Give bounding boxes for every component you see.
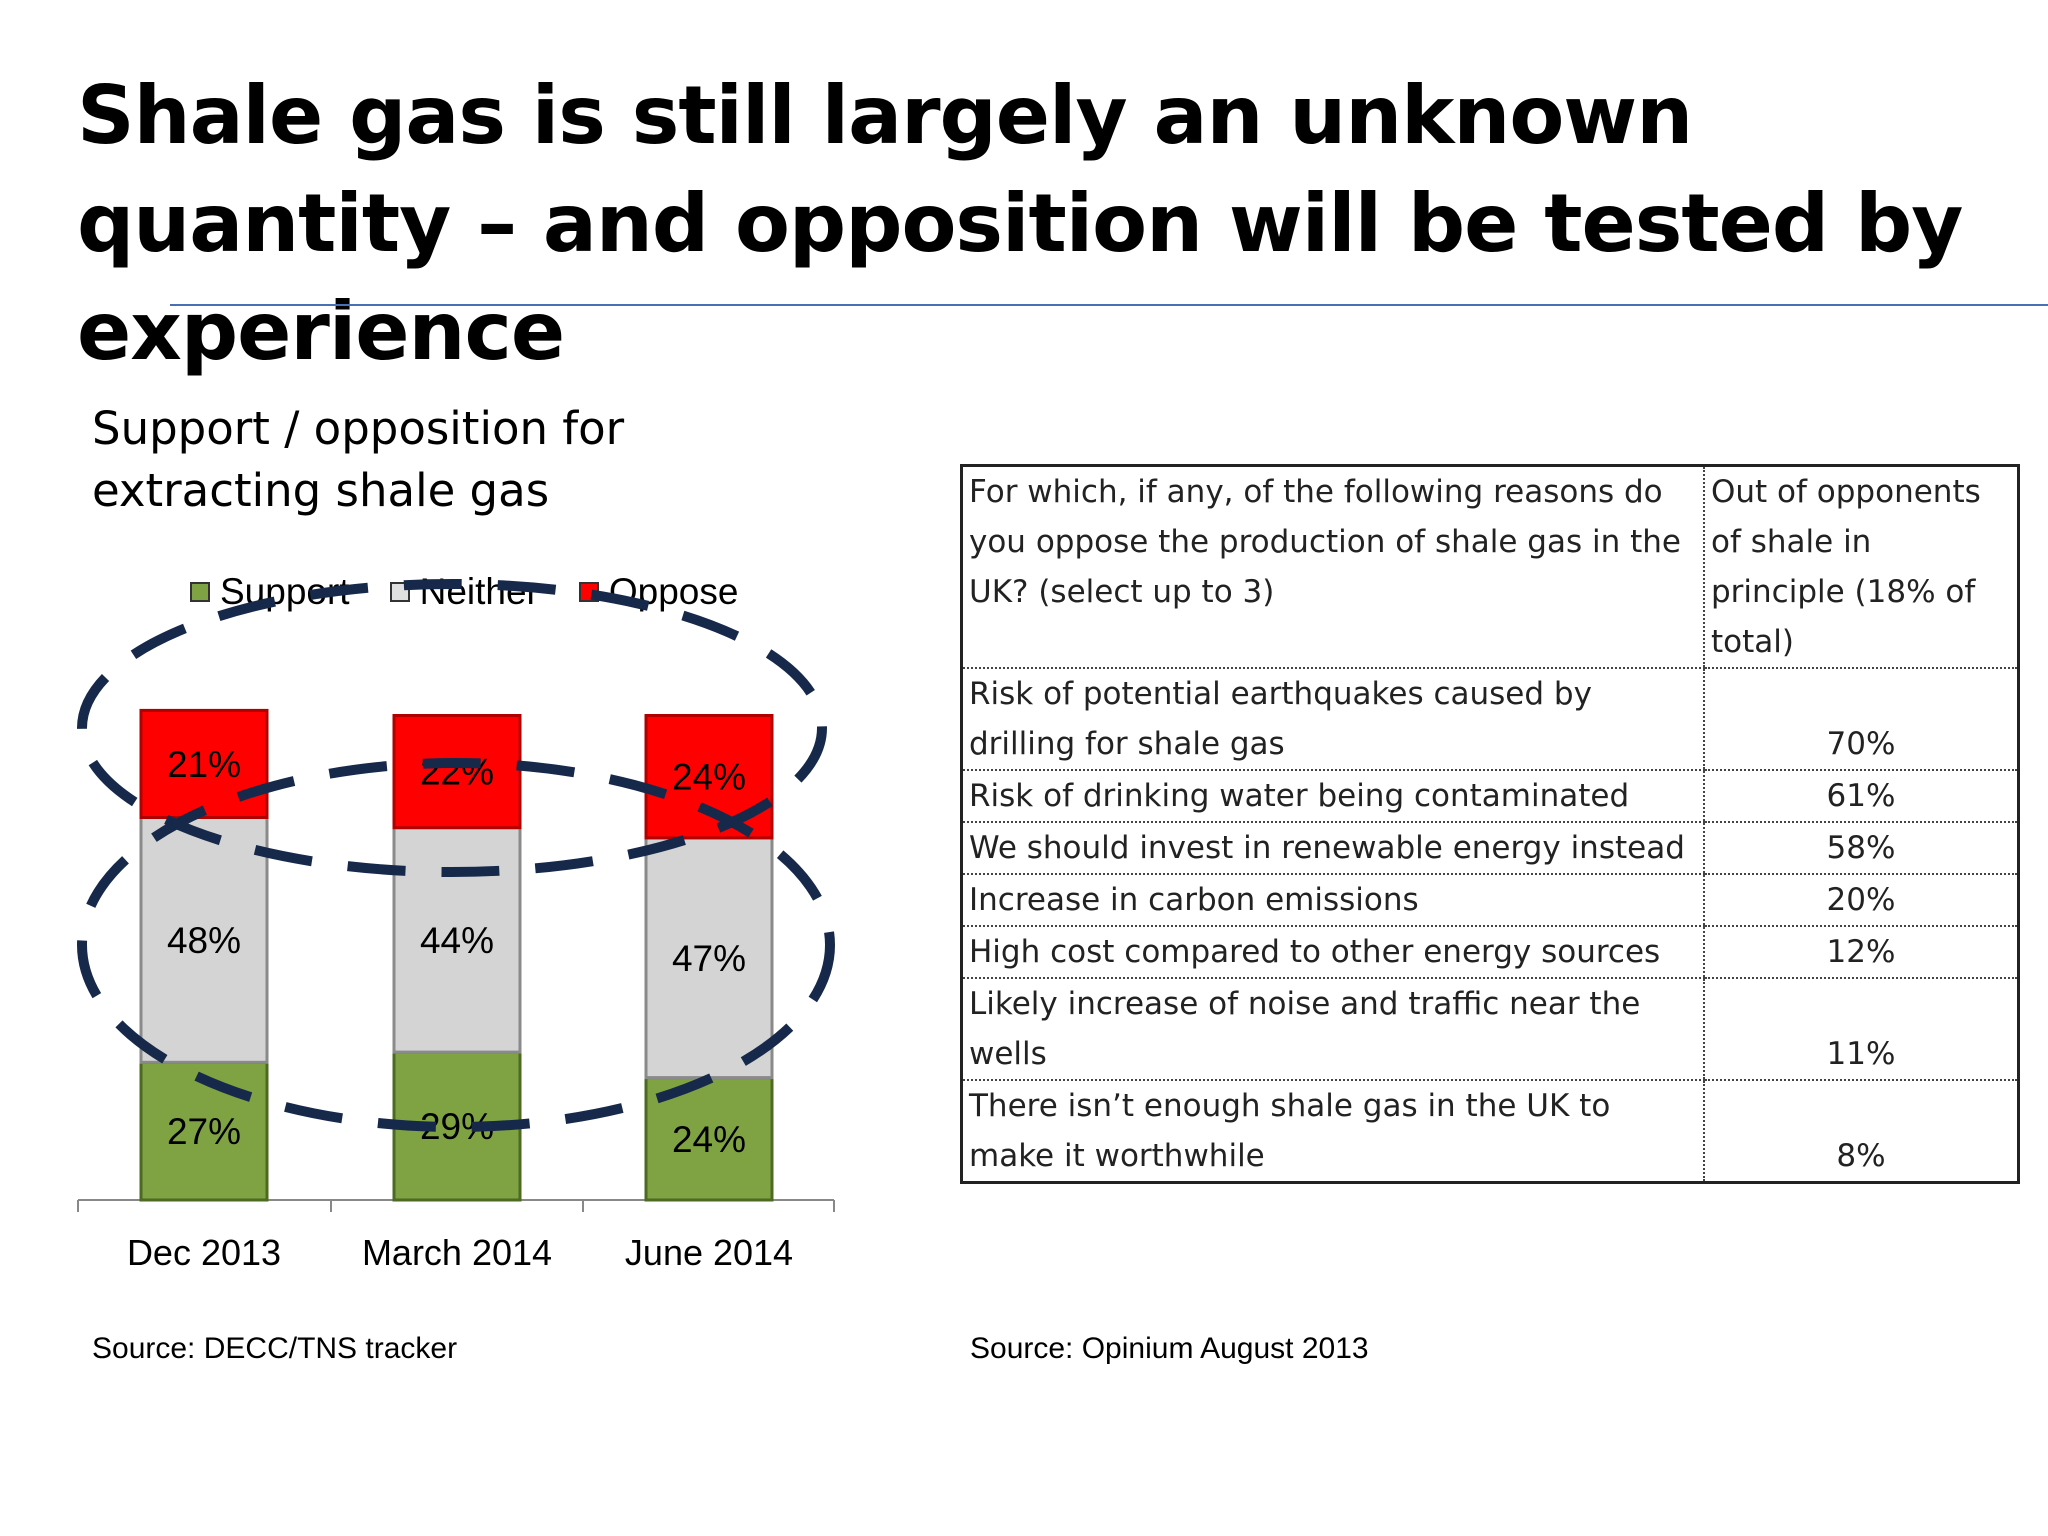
bar-oppose-0 — [139, 708, 269, 820]
legend-label-neither: Neither — [419, 571, 539, 612]
bar-support-2 — [644, 1076, 774, 1202]
bar-neither-0 — [139, 816, 269, 1064]
table-cell-value: 70% — [1703, 668, 2019, 771]
table-row: We should invest in renewable energy ins… — [961, 822, 2019, 875]
data-label-oppose-0: 21% — [167, 744, 241, 785]
legend-oppose: Oppose — [578, 571, 739, 613]
table-row: High cost compared to other energy sourc… — [961, 926, 2019, 979]
reasons-table: For which, if any, of the following reas… — [960, 464, 2020, 1184]
table-cell-reason: Likely increase of noise and traffic nea… — [961, 978, 1704, 1081]
data-label-neither-2: 47% — [672, 938, 746, 979]
table-row: There isn’t enough shale gas in the UK t… — [962, 1080, 2019, 1183]
table-cell-value: 11% — [1703, 978, 2019, 1081]
legend-support: Support — [190, 571, 350, 613]
table-cell-reason: Increase in carbon emissions — [961, 874, 1704, 927]
data-label-support-0: 27% — [167, 1111, 241, 1152]
bar-neither-2 — [644, 836, 774, 1080]
table-header-question: For which, if any, of the following reas… — [961, 465, 1704, 669]
bar-support-1 — [392, 1050, 522, 1202]
table-header-base: Out of opponents of shale in principle (… — [1703, 465, 2019, 669]
legend-swatch-oppose — [578, 582, 599, 602]
legend-swatch-support — [190, 582, 210, 602]
x-tick-label-2: June 2014 — [625, 1232, 793, 1273]
data-label-support-2: 24% — [672, 1119, 746, 1160]
table-cell-value: 20% — [1703, 874, 2019, 927]
table-row: Increase in carbon emissions 20% — [961, 874, 2019, 927]
table-row: Risk of drinking water being contaminate… — [961, 770, 2019, 823]
table-cell-reason: Risk of potential earthquakes caused by … — [961, 668, 1704, 771]
oppose-highlight-ellipse — [77, 579, 827, 877]
table-row: Likely increase of noise and traffic nea… — [961, 978, 2019, 1081]
table-cell-reason: Risk of drinking water being contaminate… — [961, 770, 1704, 823]
legend-swatch-neither — [389, 582, 410, 602]
table-cell-reason: We should invest in renewable energy ins… — [961, 822, 1704, 875]
legend-label-support: Support — [220, 571, 350, 612]
slide-title: Shale gas is still largely an unknown qu… — [77, 69, 1963, 378]
data-label-oppose-2: 24% — [672, 757, 746, 798]
chart-source: Source: DECC/TNS tracker — [92, 1332, 458, 1365]
data-label-support-1: 29% — [420, 1106, 494, 1147]
data-label-neither-0: 48% — [167, 920, 241, 961]
bar-oppose-2 — [644, 714, 774, 840]
neither-highlight-ellipse — [77, 758, 835, 1132]
bar-neither-1 — [392, 826, 522, 1054]
legend-neither: Neither — [389, 571, 539, 613]
data-label-oppose-1: 22% — [420, 752, 494, 793]
table-cell-value: 12% — [1703, 926, 2019, 979]
legend-label-oppose: Oppose — [608, 571, 739, 612]
bar-oppose-1 — [392, 714, 522, 830]
title-divider — [170, 304, 2048, 306]
table-header-row: For which, if any, of the following reas… — [961, 465, 2019, 669]
chart-legend: Support Neither Oppose — [190, 568, 778, 616]
x-tick-label-1: March 2014 — [362, 1232, 552, 1273]
table-row: Risk of potential earthquakes caused by … — [961, 668, 2019, 771]
data-label-neither-1: 44% — [420, 920, 494, 961]
table-cell-reason: High cost compared to other energy sourc… — [961, 926, 1704, 979]
table-cell-reason: There isn’t enough shale gas in the UK t… — [969, 1088, 1611, 1174]
table-source: Source: Opinium August 2013 — [970, 1332, 1369, 1365]
table-cell-value: 8% — [1703, 1080, 2019, 1183]
table-cell-value: 61% — [1703, 770, 2019, 823]
chart-title: Support / opposition for extracting shal… — [92, 402, 625, 517]
bar-support-0 — [139, 1060, 269, 1202]
table-cell-value: 58% — [1703, 822, 2019, 875]
x-tick-label-0: Dec 2013 — [127, 1232, 281, 1273]
